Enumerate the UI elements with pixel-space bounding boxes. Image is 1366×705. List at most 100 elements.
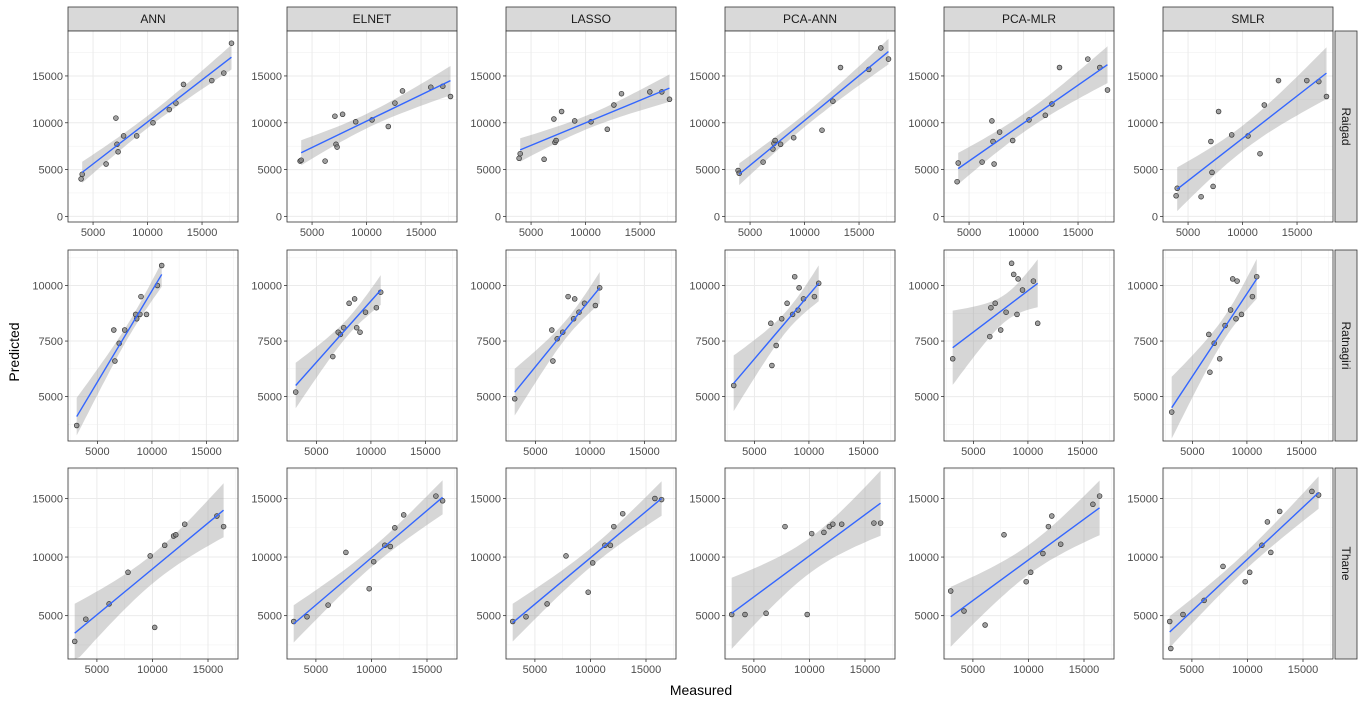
x-tick-label: 10000 bbox=[1232, 446, 1263, 458]
data-point bbox=[433, 493, 439, 499]
panel-background bbox=[506, 250, 676, 441]
data-point bbox=[1275, 77, 1282, 84]
y-tick-label: 5000 bbox=[1134, 392, 1158, 404]
data-point bbox=[838, 521, 845, 527]
data-point bbox=[73, 422, 80, 429]
data-point bbox=[592, 302, 599, 309]
panel-background bbox=[944, 250, 1114, 441]
data-point bbox=[1208, 138, 1214, 145]
regression-line bbox=[519, 87, 670, 151]
data-point bbox=[1009, 137, 1016, 144]
data-point bbox=[979, 159, 985, 165]
x-tick-label: 15000 bbox=[1282, 227, 1313, 239]
confidence-ribbon bbox=[950, 480, 1100, 647]
confidence-ribbon bbox=[76, 262, 162, 436]
strip-right-thane: Thane bbox=[1334, 467, 1358, 660]
confidence-ribbon bbox=[1171, 259, 1257, 439]
data-point bbox=[730, 382, 737, 389]
panel-ratnagiri-ann: 5000 10000 15000 5000 7500 10000 bbox=[32, 249, 239, 458]
x-tick-label: 5000 bbox=[961, 664, 985, 676]
data-point bbox=[1207, 369, 1213, 375]
grid bbox=[68, 31, 238, 222]
data-point bbox=[544, 601, 550, 607]
grid bbox=[725, 250, 895, 441]
panel-raigad-lasso: 5000 10000 15000 0 5000 10000 15000 bbox=[470, 30, 677, 239]
x-tick-label: 10000 bbox=[356, 446, 387, 458]
data-point bbox=[143, 311, 150, 318]
data-point bbox=[796, 285, 802, 291]
data-point bbox=[71, 638, 78, 645]
panel-raigad-pca-mlr: 5000 10000 15000 0 5000 10000 15000 bbox=[908, 30, 1115, 239]
data-point bbox=[961, 608, 967, 614]
data-point bbox=[439, 498, 446, 504]
panel-raigad-pca-ann: 5000 10000 15000 0 5000 10000 15000 bbox=[689, 30, 896, 239]
data-point bbox=[1096, 493, 1103, 499]
x-tick-label: 5000 bbox=[519, 227, 543, 239]
x-tick-label: 15000 bbox=[629, 446, 660, 458]
strip-top-background bbox=[67, 6, 239, 32]
data-point bbox=[666, 96, 673, 103]
grid bbox=[1163, 468, 1333, 659]
data-point bbox=[138, 293, 144, 300]
panel-background bbox=[1163, 250, 1333, 441]
data-point bbox=[1309, 488, 1315, 495]
data-point bbox=[339, 111, 346, 118]
data-point bbox=[558, 108, 565, 115]
data-point bbox=[769, 362, 775, 369]
panel-background bbox=[944, 468, 1114, 659]
points bbox=[509, 495, 665, 625]
x-tick-label: 5000 bbox=[742, 446, 766, 458]
panel-border bbox=[1162, 467, 1334, 660]
confidence-ribbon bbox=[739, 38, 889, 186]
x-tick-label: 10000 bbox=[794, 664, 825, 676]
data-point bbox=[399, 88, 406, 94]
regression-line bbox=[1176, 72, 1327, 190]
points bbox=[290, 493, 446, 625]
data-point bbox=[982, 622, 988, 628]
regression-line bbox=[81, 56, 232, 173]
data-point bbox=[83, 616, 89, 622]
data-point bbox=[113, 115, 119, 121]
data-point bbox=[173, 532, 179, 538]
data-point bbox=[992, 300, 998, 307]
panel-border bbox=[1162, 30, 1334, 223]
points bbox=[1168, 273, 1260, 415]
y-tick-label: 5000 bbox=[915, 165, 939, 177]
data-point bbox=[811, 293, 818, 300]
data-point bbox=[161, 542, 168, 549]
points bbox=[78, 40, 235, 182]
y-tick-label: 10000 bbox=[32, 281, 63, 293]
y-tick-label: 10000 bbox=[908, 118, 939, 130]
y-tick-label: 10000 bbox=[251, 281, 282, 293]
data-point bbox=[550, 358, 556, 364]
data-point bbox=[571, 296, 578, 302]
x-tick-label: 15000 bbox=[193, 664, 224, 676]
y-tick-label: 7500 bbox=[258, 336, 282, 348]
strip-top-background bbox=[505, 6, 677, 32]
x-tick-label: 10000 bbox=[1008, 227, 1039, 239]
data-point bbox=[821, 529, 827, 536]
panel-border bbox=[286, 30, 458, 223]
x-tick-label: 15000 bbox=[631, 664, 662, 676]
panel-background bbox=[725, 468, 895, 659]
x-tick-label: 15000 bbox=[191, 446, 222, 458]
y-tick-label: 10000 bbox=[689, 118, 720, 130]
regression-line bbox=[1169, 492, 1320, 633]
data-point bbox=[607, 542, 614, 549]
data-point bbox=[760, 159, 766, 165]
regression-line bbox=[295, 289, 382, 386]
regression-line bbox=[733, 282, 820, 384]
x-tick-label: 5000 bbox=[1180, 446, 1204, 458]
data-point bbox=[366, 585, 372, 592]
data-point bbox=[1168, 409, 1175, 415]
data-point bbox=[362, 309, 369, 315]
panel-background bbox=[1163, 31, 1333, 222]
y-tick-label: 15000 bbox=[32, 71, 63, 83]
data-point bbox=[447, 93, 454, 100]
data-point bbox=[549, 327, 555, 333]
y-tick-label: 10000 bbox=[689, 281, 720, 293]
grid bbox=[68, 250, 238, 441]
data-point bbox=[298, 157, 304, 163]
data-point bbox=[782, 523, 788, 530]
